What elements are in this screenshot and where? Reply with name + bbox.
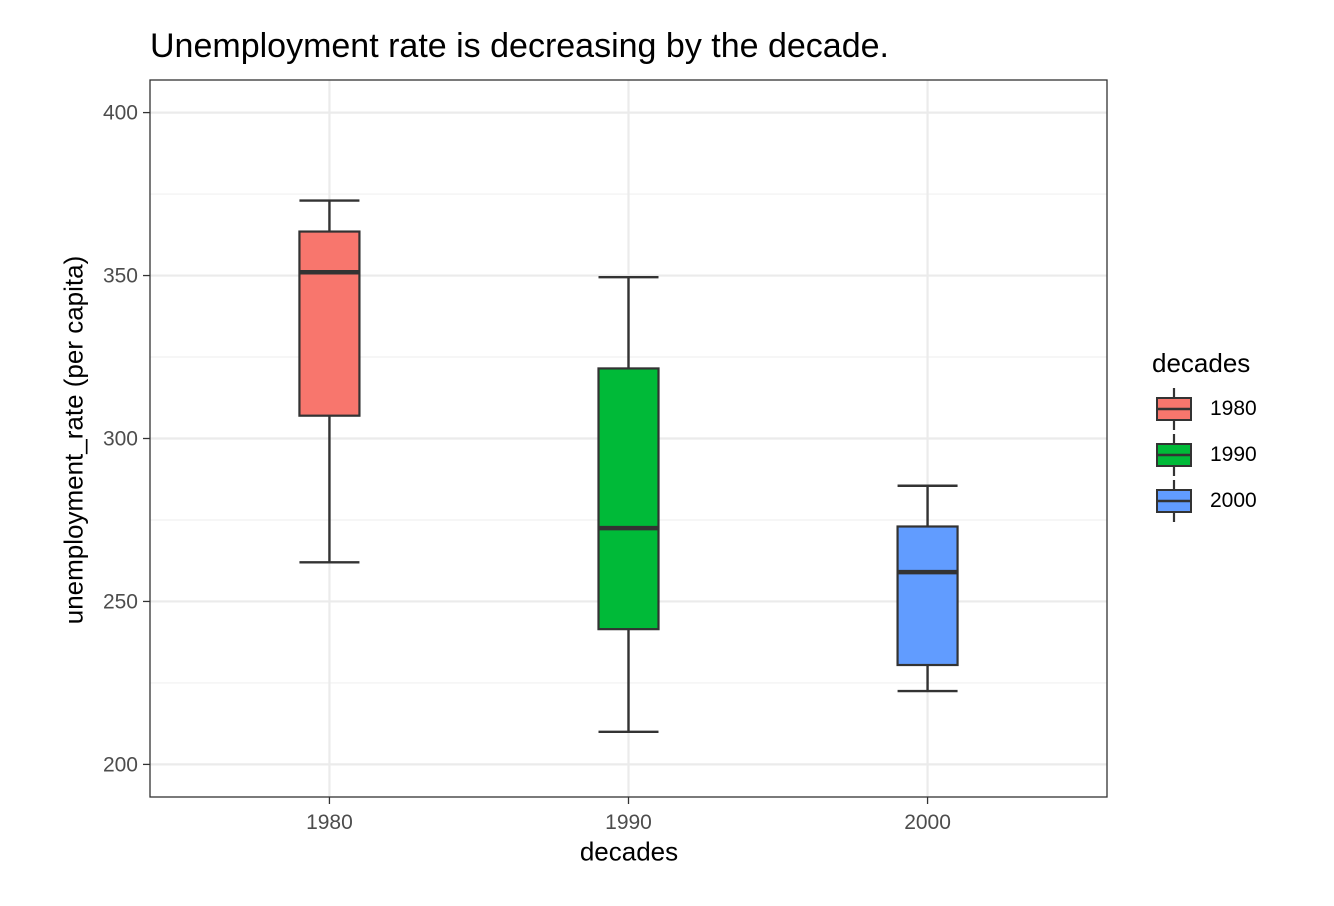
legend: decades 1980 1990 2000 bbox=[1152, 346, 1257, 524]
legend-label: 2000 bbox=[1210, 489, 1257, 512]
boxplot-1990 bbox=[597, 275, 660, 734]
y-tick-label: 300 bbox=[103, 428, 138, 451]
chart-title: Unemployment rate is decreasing by the d… bbox=[150, 27, 889, 65]
y-tick-label: 200 bbox=[103, 753, 138, 776]
boxplot-2000 bbox=[896, 484, 959, 693]
box bbox=[597, 367, 660, 631]
boxplot-1980 bbox=[298, 199, 361, 564]
boxplots bbox=[298, 199, 959, 734]
legend-label: 1980 bbox=[1210, 397, 1257, 420]
y-tick-label: 350 bbox=[103, 265, 138, 288]
box bbox=[896, 525, 959, 667]
x-tick-label: 2000 bbox=[904, 811, 951, 834]
legend-title: decades bbox=[1152, 348, 1251, 378]
x-axis-label: decades bbox=[579, 836, 679, 867]
x-tick-label: 1980 bbox=[306, 811, 353, 834]
legend-item: 2000 bbox=[1152, 478, 1257, 524]
legend-label: 1990 bbox=[1210, 443, 1257, 466]
y-tick-label: 400 bbox=[103, 102, 138, 125]
x-tick-label: 1990 bbox=[605, 811, 652, 834]
y-axis-label: unemployment_rate (per capita) bbox=[58, 255, 89, 625]
y-axis: 200 250 300 350 400 bbox=[103, 102, 150, 776]
y-tick-label: 250 bbox=[103, 590, 138, 613]
legend-key bbox=[1156, 480, 1192, 522]
legend-item: 1990 bbox=[1152, 432, 1257, 478]
legend-key bbox=[1156, 388, 1192, 430]
legend-key bbox=[1156, 434, 1192, 476]
x-axis: 1980 1990 2000 bbox=[306, 797, 951, 834]
box bbox=[298, 230, 361, 417]
legend-item: 1980 bbox=[1152, 386, 1257, 432]
legend-items: 1980 1990 2000 bbox=[1152, 386, 1257, 524]
